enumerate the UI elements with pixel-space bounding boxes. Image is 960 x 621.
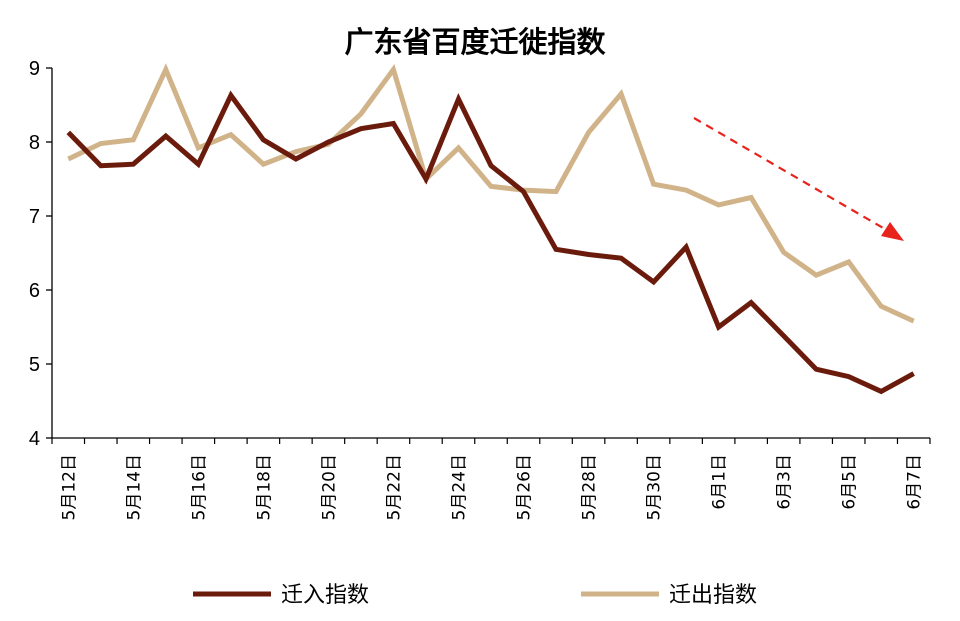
x-tick-label: 5月14日 [124,454,144,520]
y-tick-label: 4 [29,428,40,450]
y-tick-label: 6 [29,280,40,302]
x-tick-label: 5月28日 [580,454,600,520]
x-tick-label: 6月7日 [905,454,925,510]
x-tick-label: 5月20日 [319,454,339,520]
x-tick-label: 6月1日 [710,454,730,510]
x-tick-label: 5月24日 [449,454,469,520]
x-axis-ticks: 5月12日 5月14日 5月16日 5月18日 5月20日 5月22日 5月24日 5月26日… [51,438,931,520]
legend-label: 迁入指数 [281,583,369,608]
x-tick-label: 5月12日 [59,454,79,520]
series-group [66,63,915,395]
trend-arrow-line [693,117,891,233]
trend-arrow-head [881,222,904,241]
y-tick-label: 9 [29,58,40,80]
y-tick-label: 8 [29,132,40,154]
x-tick-label: 5月30日 [645,454,665,520]
legend: 迁入指数 迁出指数 [193,583,757,608]
y-axis-ticks: 4 5 6 7 8 9 [29,58,52,450]
x-tick-label: 5月16日 [189,454,209,520]
x-tick-label: 6月3日 [775,454,795,510]
legend-label: 迁出指数 [669,583,757,608]
y-tick-label: 5 [29,354,40,376]
x-tick-label: 6月5日 [840,454,860,510]
series-line-2 [67,63,915,324]
x-tick-label: 5月22日 [384,454,404,520]
axes [51,68,930,439]
y-tick-label: 7 [29,206,40,228]
chart-title: 广东省百度迁徙指数 [344,25,606,59]
annotation-group [693,117,904,241]
x-tick-label: 5月26日 [515,454,535,520]
x-tick-label: 5月18日 [254,454,274,520]
